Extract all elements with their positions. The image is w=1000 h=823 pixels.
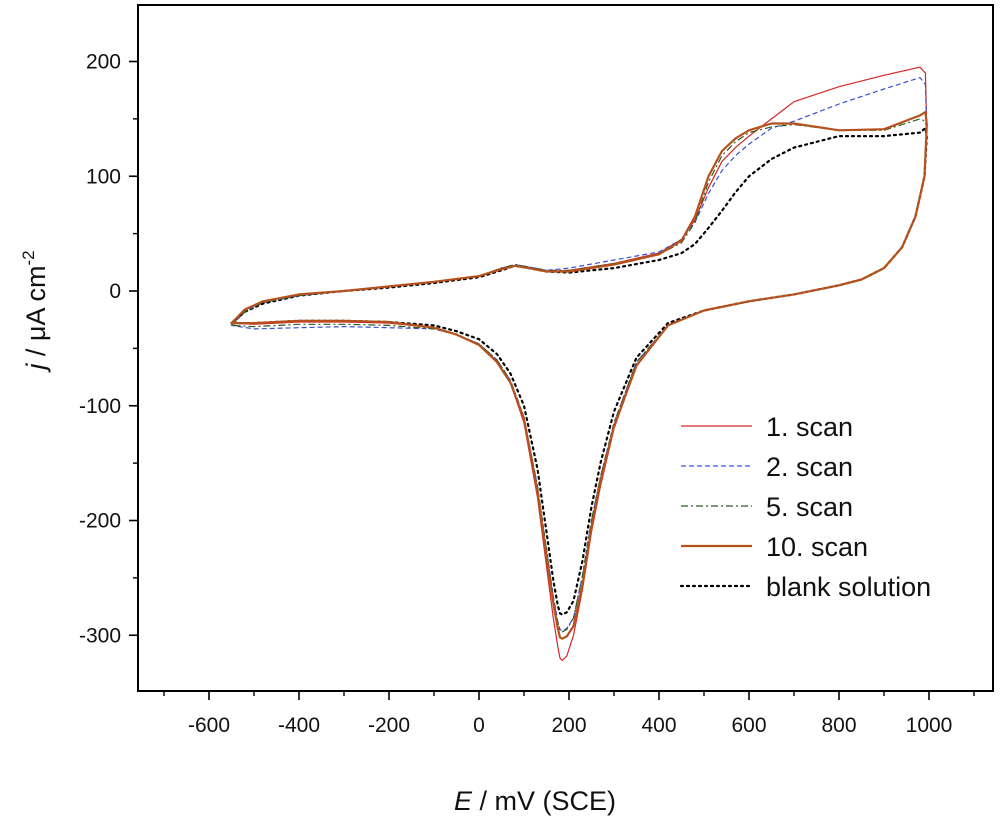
x-tick-label: 400 bbox=[641, 714, 676, 737]
x-tick-label: 800 bbox=[821, 714, 856, 737]
y-tick-label: -300 bbox=[79, 624, 121, 647]
legend-label: 1. scan bbox=[766, 412, 853, 442]
y-tick-label: 0 bbox=[109, 280, 121, 303]
x-tick-label: 0 bbox=[473, 714, 485, 737]
legend-label: blank solution bbox=[766, 572, 931, 602]
legend-label: 5. scan bbox=[766, 492, 853, 522]
series-line-10-scan bbox=[230, 110, 928, 640]
x-tick-label: -200 bbox=[368, 714, 410, 737]
x-axis-symbol: E bbox=[454, 786, 473, 816]
x-axis-title: E / mV (SCE) bbox=[454, 786, 616, 816]
x-axis-ticks: -600 -400 -200 0 200 400 600 800 1000 bbox=[163, 691, 975, 737]
legend-label: 10. scan bbox=[766, 532, 868, 562]
y-axis-symbol: j bbox=[21, 363, 51, 374]
x-tick-label: -400 bbox=[278, 714, 320, 737]
x-tick-label: 600 bbox=[731, 714, 766, 737]
legend-label: 2. scan bbox=[766, 452, 853, 482]
y-axis-title: j / μA cm-2 bbox=[19, 250, 51, 373]
y-axis-ticks: -300 -200 -100 0 100 200 bbox=[79, 51, 138, 647]
x-tick-label: -600 bbox=[188, 714, 230, 737]
x-tick-label: 1000 bbox=[906, 714, 953, 737]
series-group bbox=[230, 66, 928, 662]
y-tick-label: -200 bbox=[79, 510, 121, 533]
legend: 1. scan 2. scan 5. scan 10. scan blank solut… bbox=[679, 412, 931, 602]
y-axis-unit-exponent: -2 bbox=[19, 250, 38, 265]
y-tick-label: 100 bbox=[86, 165, 121, 188]
y-axis-unit: / μA cm bbox=[21, 266, 51, 364]
y-tick-label: 200 bbox=[86, 51, 121, 74]
x-axis-unit: / mV (SCE) bbox=[472, 786, 616, 816]
y-tick-label: -100 bbox=[79, 395, 121, 418]
x-tick-label: 200 bbox=[551, 714, 586, 737]
